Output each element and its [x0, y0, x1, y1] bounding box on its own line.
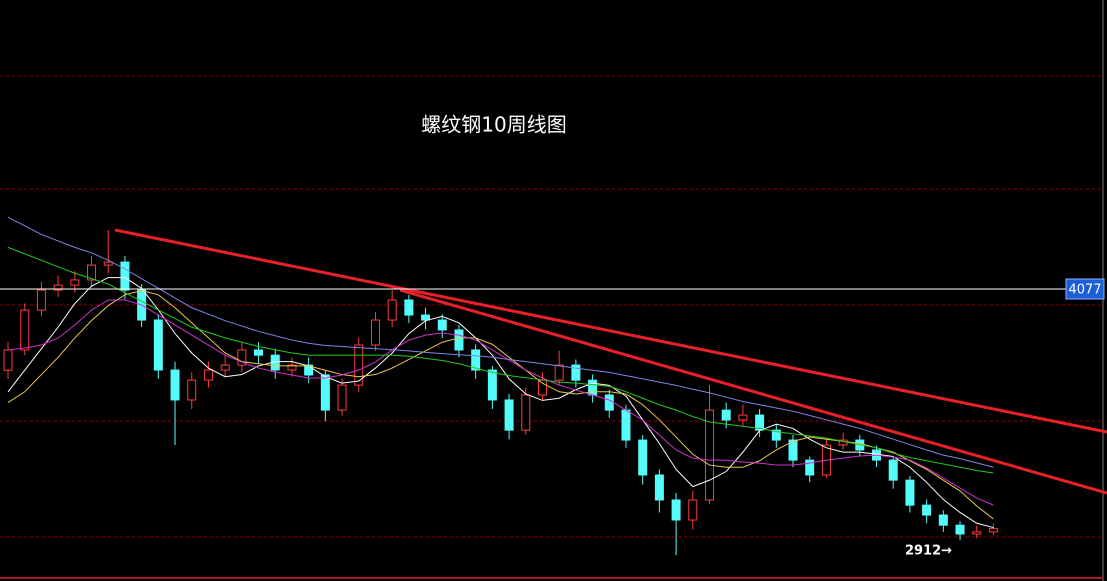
candle-body [521, 394, 531, 431]
candle-body [955, 524, 965, 535]
candle-body [187, 379, 197, 401]
candle-body [905, 479, 915, 506]
candle-body [203, 369, 213, 381]
candle-body [3, 349, 13, 371]
candle-body [170, 369, 180, 401]
price-tag-label: 4077 [1068, 282, 1101, 297]
trend-line [114, 228, 1107, 434]
candle-body [153, 319, 163, 371]
candle-body [320, 374, 330, 411]
candle-body [654, 474, 664, 501]
ma-line [7, 277, 994, 529]
candle-body [354, 344, 364, 386]
ma-line [7, 299, 994, 506]
candle-body [404, 299, 414, 316]
candle-body [70, 279, 80, 286]
candle-body [972, 531, 982, 535]
candle-body [337, 384, 347, 411]
price-tag [1065, 278, 1105, 300]
candle-body [788, 439, 798, 461]
candle-body [704, 409, 714, 501]
candle-body [938, 514, 948, 526]
plot: 4077 2912→ [0, 75, 1107, 559]
candle-body [588, 379, 598, 396]
chart-title: 螺纹钢10周线图 [421, 113, 566, 137]
ma-line [7, 289, 994, 520]
candle-body [387, 299, 397, 321]
candle-body [220, 364, 230, 371]
candle-body [922, 504, 932, 516]
candle-body [254, 349, 264, 356]
candle-body [537, 379, 547, 396]
candle-body [504, 399, 514, 431]
ma-line [7, 216, 994, 468]
candle-body [771, 429, 781, 441]
candle-body [287, 364, 297, 371]
low-annotation: 2912→ [905, 544, 952, 559]
candle-body [53, 284, 63, 291]
candle-body [721, 409, 731, 421]
candle-body [237, 349, 247, 366]
candle-body [604, 394, 614, 411]
candle-body [638, 439, 648, 476]
candle-body [87, 264, 97, 281]
candle-body [471, 349, 481, 371]
candle-body [571, 364, 581, 381]
candle-body [120, 261, 130, 291]
candle-body [304, 364, 314, 376]
candle-body [738, 414, 748, 421]
candle-body [20, 309, 30, 351]
candle-body [437, 319, 447, 331]
candle-body [671, 499, 681, 521]
candle-body [554, 364, 564, 381]
candle-body [454, 329, 464, 351]
trend-line [399, 288, 1107, 495]
candle-body [36, 289, 46, 311]
candle-body [103, 261, 113, 266]
candle-body [888, 459, 898, 481]
candle-body [805, 459, 815, 476]
ma-line [7, 246, 994, 474]
candle-body [988, 528, 998, 533]
candle-body [421, 314, 431, 321]
candle-body [370, 319, 380, 346]
candle-body [487, 369, 497, 401]
candle-body [621, 409, 631, 441]
candle-body [688, 499, 698, 521]
